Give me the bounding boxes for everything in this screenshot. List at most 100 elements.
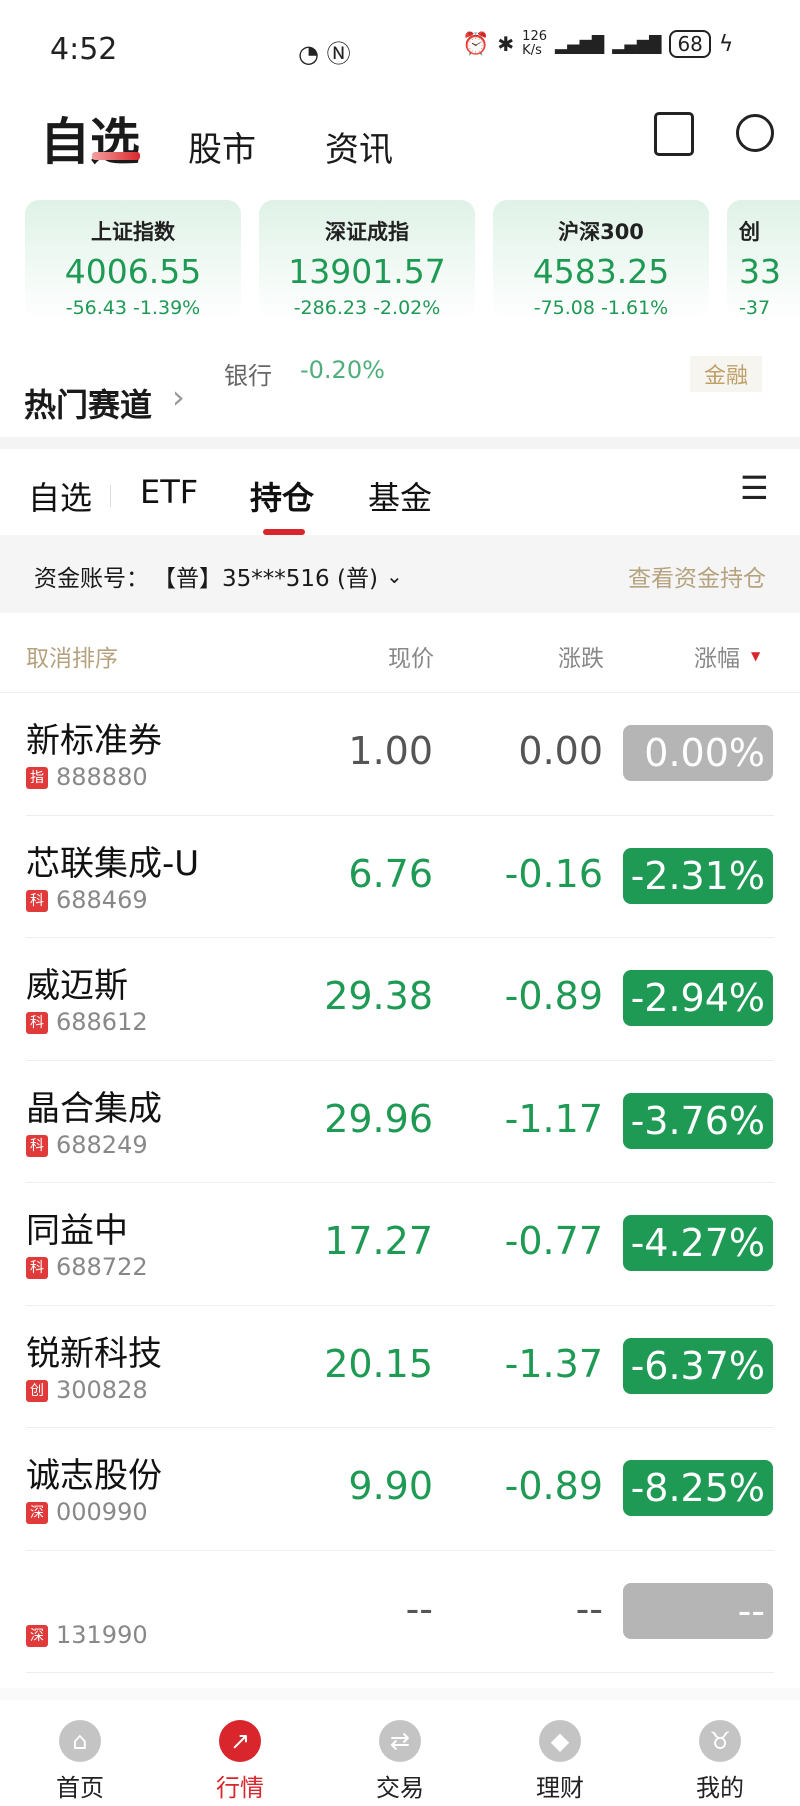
nav-item-1[interactable]: ↗ 行情 [180,1700,300,1803]
nfc-icon: ◔ Ⓝ [298,40,351,68]
index-value: 4583.25 [532,252,670,291]
search-icon[interactable] [736,114,774,152]
table-row[interactable]: 晶合集成 科 688249 29.96 -1.17 -3.76% [0,1061,800,1183]
index-name: 上证指数 [91,220,175,244]
nav-label: 交易 [376,1774,424,1802]
account-label: 资金账号： [34,566,149,592]
chevron-right-icon[interactable]: › [172,378,185,416]
tab-holdings[interactable]: 持仓 [250,479,315,517]
tab-separator [110,485,111,507]
index-card[interactable]: 创 33 -37 [727,200,800,320]
market-tag: 科 [26,889,48,912]
column-pct[interactable]: 涨幅 [694,646,740,672]
calendar-icon[interactable] [654,112,694,156]
tab-etf[interactable]: ETF [140,473,199,511]
column-change[interactable]: 涨跌 [558,646,604,672]
view-holdings-link[interactable]: 查看资金持仓 [628,566,766,592]
index-value: 13901.57 [288,252,446,291]
stock-price: 1.00 [348,729,433,773]
index-name: 沪深300 [558,220,644,244]
stock-code: 688249 [56,1130,148,1159]
account-group: 资金账号： 【普】35***516 (普) ⌄ [34,559,403,593]
stock-code: 688469 [56,885,148,914]
stock-change: -1.37 [504,1341,603,1386]
index-card[interactable]: 上证指数 4006.55 -56.43 -1.39% [25,200,241,320]
stock-price: 6.76 [348,851,433,896]
home-icon: ⌂ [59,1720,101,1762]
account-selector[interactable]: 【普】35***516 (普) [153,566,378,592]
index-change: -75.08 -1.61% [533,297,669,319]
nav-label: 我的 [696,1774,744,1802]
nav-item-2[interactable]: ⇄ 交易 [340,1700,460,1803]
stock-name: 锐新科技 [26,1333,162,1374]
index-name: 创 [739,220,760,244]
column-price[interactable]: 现价 [388,646,434,672]
index-card[interactable]: 深证成指 13901.57 -286.23 -2.02% [259,200,475,320]
index-change: -37 [739,297,771,319]
index-value: 33 [739,252,781,291]
tab-watchlist[interactable]: 自选 [28,479,93,517]
pct-badge[interactable]: -2.94% [623,970,773,1026]
header-tab-watchlist[interactable]: 自选 [40,112,140,171]
pct-badge[interactable]: -6.37% [623,1337,773,1394]
row-divider [26,814,774,816]
table-row[interactable]: 锐新科技 创 300828 20.15 -1.37 -6.37% [0,1306,800,1428]
status-icons: ⏰ ✱ 126 K/s ▂▄▆█ ▂▄▆█ 68 ϟ [462,30,733,58]
header-tab-news[interactable]: 资讯 [325,130,393,170]
index-change: -286.23 -2.02% [293,297,441,319]
header-tab-market[interactable]: 股市 [188,130,256,170]
table-row[interactable]: 芯联集成-U 科 688469 6.76 -0.16 -2.31% [0,816,800,938]
stock-price: 29.38 [324,974,433,1018]
sort-desc-icon[interactable]: ▼ [751,649,761,663]
nav-item-0[interactable]: ⌂ 首页 [20,1700,140,1803]
stock-code: 888880 [56,763,148,791]
stock-name: 新标准券 [26,721,162,761]
status-time: 4:52 [50,32,118,67]
pct-badge[interactable]: -- [623,1582,773,1639]
hot-sector-name: 银行 [224,362,272,390]
index-change: -56.43 -1.39% [65,297,201,319]
stock-code: 300828 [56,1375,148,1404]
stock-name: 诚志股份 [26,1456,162,1496]
row-divider [26,1427,774,1428]
stock-name: 芯联集成-U [26,843,200,884]
stock-price: 20.15 [324,1341,433,1386]
stock-change: -- [575,1586,603,1631]
chevron-down-icon[interactable]: ⌄ [385,564,403,588]
market-icon: ↗ [219,1720,261,1762]
stock-code: 688722 [56,1253,148,1281]
index-card[interactable]: 沪深300 4583.25 -75.08 -1.61% [493,200,709,320]
pct-badge[interactable]: 0.00% [623,725,773,781]
stock-change: -0.89 [504,1464,603,1508]
account-bar: 资金账号： 【普】35***516 (普) ⌄ 查看资金持仓 [0,535,800,613]
pct-badge[interactable]: -2.31% [623,847,773,904]
pct-badge[interactable]: -3.76% [623,1092,773,1149]
tab-funds[interactable]: 基金 [368,479,433,517]
stock-change: -0.77 [504,1219,603,1263]
nav-label: 首页 [56,1774,104,1802]
index-value: 4006.55 [64,252,202,291]
bottom-nav: ⌂ 首页 ↗ 行情 ⇄ 交易 ◆ 理财 ♉ 我的 [0,1700,800,1806]
stock-name: 同益中 [26,1211,128,1251]
pct-badge[interactable]: -4.27% [623,1215,773,1271]
table-row[interactable]: 诚志股份 深 000990 9.90 -0.89 -8.25% [0,1428,800,1551]
pct-badge[interactable]: -8.25% [623,1460,773,1516]
row-divider [26,1304,774,1306]
index-name: 深证成指 [325,220,409,244]
header-active-underline [92,152,140,160]
market-tag: 科 [26,1012,48,1034]
hot-tracks-title[interactable]: 热门赛道 [24,386,153,424]
table-row[interactable]: 新标准券 指 888880 1.00 0.00 0.00% [0,693,800,816]
stock-price: 29.96 [324,1096,433,1141]
table-row[interactable]: 威迈斯 科 688612 29.38 -0.89 -2.94% [0,938,800,1061]
menu-icon[interactable]: ☰ [740,469,769,507]
cancel-sort-button[interactable]: 取消排序 [26,646,118,672]
table-row[interactable]: 同益中 科 688722 17.27 -0.77 -4.27% [0,1183,800,1306]
nav-item-4[interactable]: ♉ 我的 [660,1700,780,1803]
row-divider [26,937,774,938]
table-row[interactable]: 深 131990 -- -- -- [0,1551,800,1673]
nav-item-3[interactable]: ◆ 理财 [500,1700,620,1803]
alarm-icon: ⏰ [462,31,490,57]
stock-code: 688612 [56,1008,148,1036]
trade-icon: ⇄ [379,1720,421,1762]
